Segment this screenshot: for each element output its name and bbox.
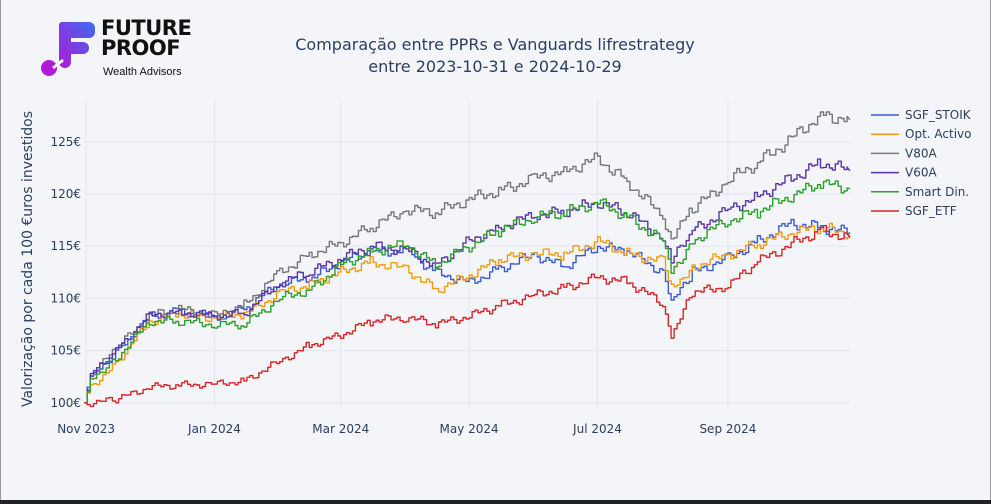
x-tick-label: Nov 2023 bbox=[57, 422, 115, 436]
series-lines bbox=[84, 111, 851, 408]
series-line-v80a bbox=[84, 111, 851, 404]
axis-labels: 100€ 105€ 110€ 115€ 120€ 125€ Nov 2023 Jan 2024… bbox=[50, 135, 756, 436]
y-tick-label: 125€ bbox=[50, 135, 81, 149]
chart-title-line-1: Comparação entre PPRs e Vanguards lifres… bbox=[295, 35, 695, 54]
legend-item[interactable]: V80A bbox=[871, 146, 937, 160]
series-line-sgf-stoik bbox=[84, 218, 851, 404]
legend-item[interactable]: Opt. Activo bbox=[871, 127, 971, 141]
legend-label: SGF_ETF bbox=[905, 204, 957, 218]
logo-line1: FUTURE bbox=[101, 16, 192, 40]
logo-text: FUTURE PROOF bbox=[101, 16, 192, 60]
grid-lines bbox=[84, 100, 850, 408]
y-axis-label: Valorização por cada 100 €uros investido… bbox=[20, 111, 36, 407]
y-tick-label: 100€ bbox=[50, 396, 81, 410]
future-proof-logo-icon bbox=[41, 22, 95, 76]
legend-label: V60A bbox=[905, 166, 937, 180]
legend-item[interactable]: Smart Din. bbox=[871, 185, 969, 199]
series-line-opt-activo bbox=[84, 222, 851, 404]
legend-item[interactable]: SGF_ETF bbox=[871, 204, 957, 218]
x-tick-label: Sep 2024 bbox=[699, 422, 756, 436]
x-tick-label: Jul 2024 bbox=[572, 422, 622, 436]
chart-title-line-2: entre 2023-10-31 e 2024-10-29 bbox=[368, 57, 621, 76]
y-tick-label: 110€ bbox=[50, 291, 81, 305]
x-tick-label: Mar 2024 bbox=[312, 422, 369, 436]
y-tick-label: 115€ bbox=[50, 239, 81, 253]
logo-line2: PROOF bbox=[101, 36, 181, 60]
x-tick-label: May 2024 bbox=[440, 422, 499, 436]
series-line-sgf-etf bbox=[84, 224, 851, 408]
legend[interactable]: SGF_STOIK Opt. Activo V80A V60A Smart Din. SG… bbox=[871, 108, 972, 218]
y-tick-label: 105€ bbox=[50, 344, 81, 358]
legend-item[interactable]: SGF_STOIK bbox=[871, 108, 972, 122]
series-line-v60a bbox=[84, 158, 851, 404]
brand-logo: FUTURE PROOF Wealth Advisors bbox=[39, 18, 199, 80]
legend-item[interactable]: V60A bbox=[871, 166, 937, 180]
legend-label: Opt. Activo bbox=[905, 127, 971, 141]
legend-label: SGF_STOIK bbox=[905, 108, 972, 122]
logo-subtitle: Wealth Advisors bbox=[103, 66, 182, 78]
window-bottom-edge bbox=[0, 500, 991, 504]
series-line-smart-din- bbox=[84, 179, 851, 404]
legend-label: V80A bbox=[905, 146, 937, 160]
x-tick-label: Jan 2024 bbox=[187, 422, 241, 436]
y-tick-label: 120€ bbox=[50, 187, 81, 201]
legend-label: Smart Din. bbox=[905, 185, 969, 199]
